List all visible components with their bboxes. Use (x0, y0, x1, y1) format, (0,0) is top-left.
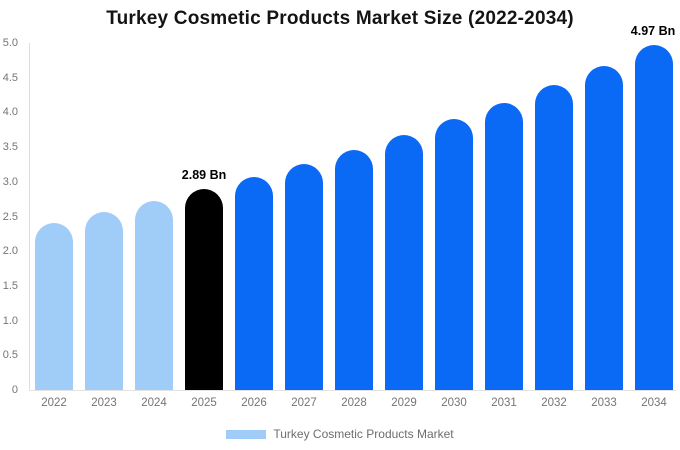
y-tick-label: 0 (11, 384, 18, 396)
x-tick-label: 2024 (141, 397, 167, 409)
x-tick-label: 2032 (541, 397, 567, 409)
bar-2028 (335, 149, 373, 390)
x-tick-label: 2023 (91, 397, 117, 409)
x-axis-line (29, 390, 676, 391)
y-tick-label: 3.0 (2, 175, 18, 188)
bar-2024 (135, 201, 173, 390)
bar-2025 (185, 189, 223, 390)
data-label-2034: 4.97 Bn (630, 24, 676, 39)
x-tick-label: 2029 (391, 397, 417, 409)
y-tick-label: 4.5 (2, 71, 18, 84)
bar-2033 (585, 65, 623, 390)
bar-2026 (235, 176, 273, 390)
bar-2032 (535, 84, 573, 390)
data-label-2025: 2.89 Bn (181, 168, 227, 183)
bar-2022 (35, 222, 73, 390)
x-tick-label: 2033 (591, 397, 617, 409)
x-tick-label: 2031 (491, 397, 517, 409)
y-tick-label: 1.0 (2, 314, 18, 327)
legend-label: Turkey Cosmetic Products Market (273, 427, 454, 441)
bar-2023 (85, 212, 123, 390)
y-tick-label: 5.0 (2, 37, 18, 49)
x-tick-label: 2027 (291, 397, 317, 409)
bar-2030 (435, 119, 473, 390)
y-tick-label: 1.5 (2, 279, 18, 292)
y-axis-line (29, 43, 30, 390)
legend-swatch-icon (226, 429, 267, 439)
x-tick-label: 2022 (41, 397, 67, 409)
legend: Turkey Cosmetic Products Market (0, 427, 680, 441)
x-tick-label: 2028 (341, 397, 367, 409)
x-tick-label: 2030 (441, 397, 467, 409)
bar-2027 (285, 163, 323, 390)
bar-2034 (635, 45, 673, 390)
bar-2029 (385, 135, 423, 390)
y-tick-label: 0.5 (2, 349, 18, 362)
x-tick-label: 2034 (641, 397, 667, 409)
y-tick-label: 2.0 (2, 245, 18, 258)
x-tick-label: 2026 (241, 397, 267, 409)
y-tick-label: 2.5 (2, 210, 18, 223)
bar-2031 (485, 102, 523, 390)
x-tick-label: 2025 (191, 397, 217, 409)
y-tick-label: 3.5 (2, 141, 18, 154)
y-tick-label: 4.0 (2, 106, 18, 119)
chart-title: Turkey Cosmetic Products Market Size (20… (106, 8, 574, 29)
